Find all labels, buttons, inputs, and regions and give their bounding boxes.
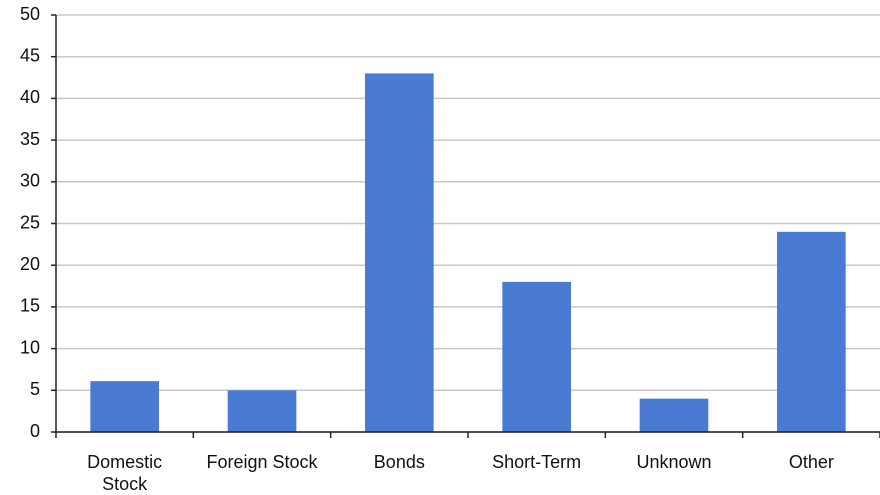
- y-tick-label: 15: [20, 296, 40, 316]
- bar: [227, 390, 297, 432]
- bar: [365, 73, 434, 432]
- bar: [639, 398, 709, 432]
- x-tick-label: Bonds: [373, 452, 425, 472]
- x-tick-label: Domestic Stock: [87, 452, 163, 494]
- x-tick-label: Short-Term: [492, 452, 582, 472]
- y-tick-label: 0: [30, 421, 40, 441]
- y-tick-label: 45: [20, 45, 40, 65]
- y-tick-label: 20: [20, 254, 40, 274]
- y-tick-label: 5: [30, 379, 40, 399]
- y-tick-label: 10: [20, 337, 40, 357]
- x-tick-label: Foreign Stock: [206, 452, 318, 472]
- bar: [502, 281, 571, 432]
- x-tick-label: Other: [788, 452, 834, 472]
- y-tick-label: 25: [20, 212, 40, 232]
- y-tick-label: 40: [20, 87, 40, 107]
- y-tick-label: 30: [20, 171, 40, 191]
- bar: [777, 231, 846, 432]
- x-tick-label: Unknown: [636, 452, 712, 472]
- bar: [90, 381, 159, 432]
- y-tick-label: 35: [20, 129, 40, 149]
- y-tick-label: 50: [20, 4, 40, 24]
